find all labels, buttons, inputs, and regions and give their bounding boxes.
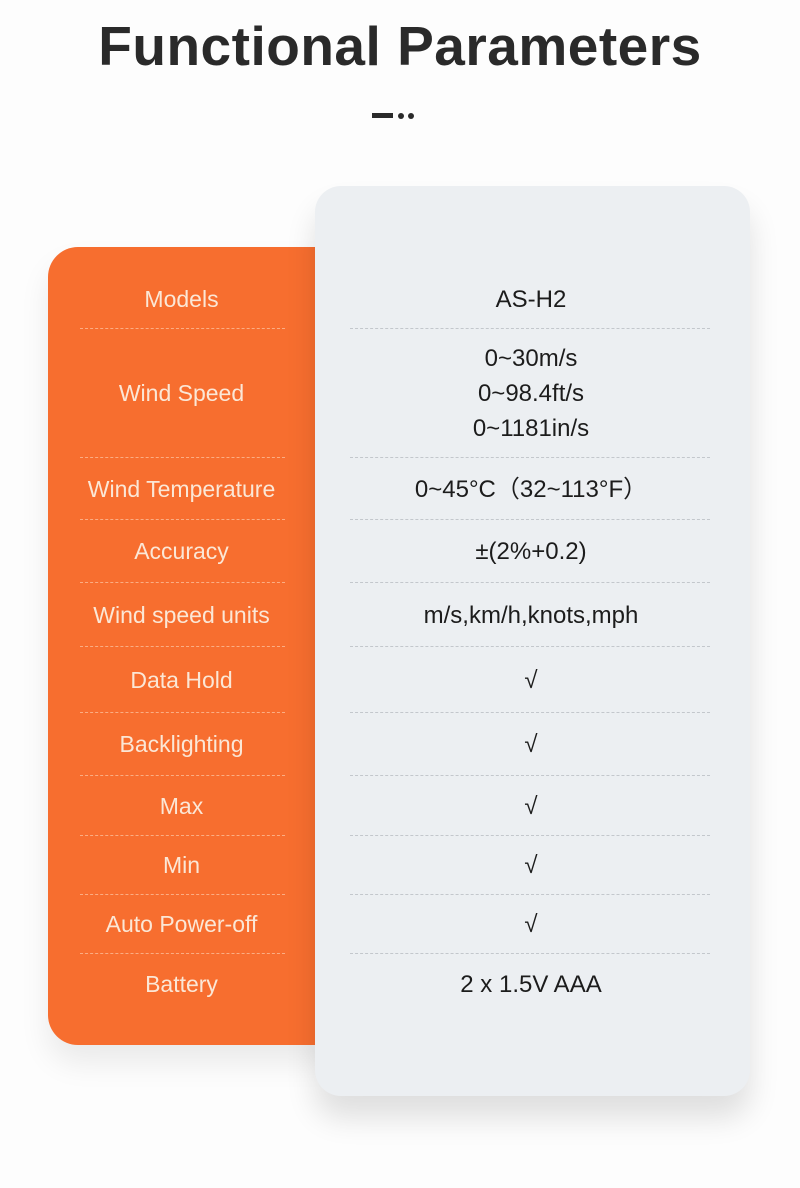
- spec-value-line: m/s,km/h,knots,mph: [423, 601, 639, 629]
- spec-value-line: ±(2%+0.2): [475, 538, 587, 565]
- table-row: Accuracy ±(2%+0.2): [48, 520, 750, 583]
- divider: [350, 646, 710, 647]
- divider: [350, 775, 710, 776]
- divider: [80, 519, 285, 520]
- table-row: Wind Speed 0~30m/s 0~98.4ft/s 0~1181in/s: [48, 329, 750, 458]
- table-row: Backlighting √: [48, 713, 750, 776]
- spec-value: 2 x 1.5V AAA: [350, 954, 712, 1014]
- spec-value-line: 0~98.4ft/s: [477, 380, 585, 407]
- divider: [80, 582, 285, 583]
- spec-value-line: AS-H2: [495, 286, 567, 313]
- spec-value: AS-H2: [350, 270, 712, 329]
- spec-value-line: 0~30m/s: [484, 345, 578, 372]
- spec-value-line: 0~1181in/s: [472, 415, 590, 442]
- table-row: Data Hold √: [48, 647, 750, 713]
- table-row: Max √: [48, 776, 750, 836]
- table-row: Min √: [48, 836, 750, 895]
- table-row: Wind Temperature 0~45°C（32~113°F）: [48, 458, 750, 520]
- divider: [350, 712, 710, 713]
- spec-value: √: [350, 836, 712, 895]
- spec-value: √: [350, 647, 712, 713]
- divider: [350, 457, 710, 458]
- value-card: [315, 186, 750, 1096]
- spec-value-line: √: [524, 666, 538, 694]
- divider: [80, 775, 285, 776]
- spec-label: Max: [159, 792, 204, 819]
- page-title: Functional Parameters: [98, 15, 702, 77]
- divider: [350, 519, 710, 520]
- spec-value-line: 2 x 1.5V AAA: [460, 970, 602, 998]
- spec-label: Backlighting: [119, 731, 244, 757]
- spec-label: Wind Temperature: [87, 475, 276, 502]
- divider: [350, 835, 710, 836]
- spec-value: √: [350, 713, 712, 776]
- spec-value-line: √: [524, 852, 538, 879]
- spec-value: ±(2%+0.2): [350, 520, 712, 583]
- table-row: Auto Power-off √: [48, 895, 750, 954]
- divider: [80, 712, 285, 713]
- spec-value: 0~45°C（32~113°F）: [350, 458, 712, 520]
- divider: [80, 894, 285, 895]
- divider: [80, 835, 285, 836]
- spec-label: Battery: [145, 970, 218, 997]
- spec-label: Min: [162, 852, 201, 878]
- spec-label: Auto Power-off: [105, 911, 258, 937]
- divider: [350, 328, 710, 329]
- spec-value: 0~30m/s 0~98.4ft/s 0~1181in/s: [350, 329, 712, 458]
- divider: [350, 894, 710, 895]
- spec-label: Accuracy: [134, 538, 229, 564]
- spec-label: Models: [144, 286, 219, 312]
- spec-value: √: [350, 895, 712, 954]
- divider: [80, 328, 285, 329]
- spec-value-line: 0~45°C（32~113°F）: [414, 475, 648, 503]
- spec-value-line: √: [524, 911, 538, 938]
- divider: [350, 582, 710, 583]
- spec-value-line: √: [524, 731, 538, 758]
- spec-label: Wind Speed: [118, 380, 245, 406]
- spec-value: m/s,km/h,knots,mph: [350, 583, 712, 647]
- table-row: Battery 2 x 1.5V AAA: [48, 954, 750, 1014]
- table-row: Wind speed units m/s,km/h,knots,mph: [48, 583, 750, 647]
- divider: [80, 953, 285, 954]
- spec-value: √: [350, 776, 712, 836]
- divider: [80, 457, 285, 458]
- spec-label: Data Hold: [130, 666, 233, 693]
- spec-label: Wind speed units: [93, 601, 270, 628]
- divider: [350, 953, 710, 954]
- table-row: Models AS-H2: [48, 270, 750, 329]
- divider: [80, 646, 285, 647]
- spec-value-line: √: [524, 792, 538, 820]
- spec-table: Models AS-H2 Wind Speed 0~30m/s 0~98.4ft/s 0~…: [48, 270, 750, 1014]
